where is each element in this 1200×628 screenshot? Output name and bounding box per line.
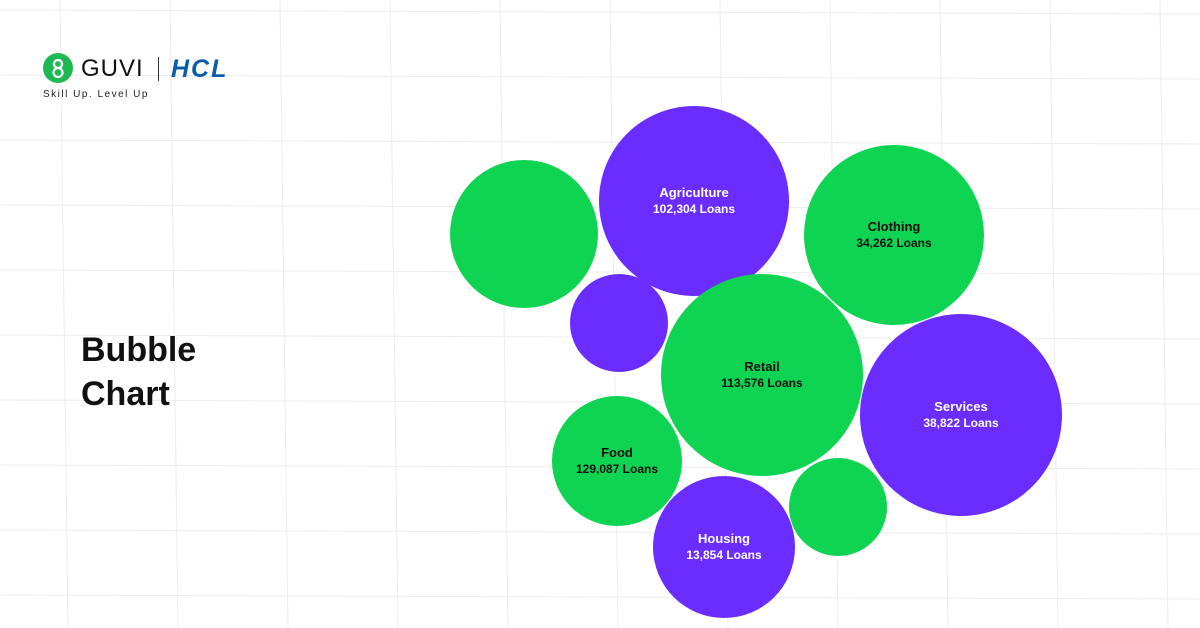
brand-tagline: Skill Up. Level Up (43, 89, 149, 100)
bubble-value-services: 38,822 Loans (923, 416, 999, 430)
bubble-value-agriculture: 102,304 Loans (653, 202, 735, 216)
bubble-value-clothing: 34,262 Loans (856, 236, 932, 250)
bubble-unlabeled-9 (789, 458, 887, 556)
bubble-value-retail: 113,576 Loans (721, 376, 803, 390)
page-title-line-1: Bubble (81, 331, 197, 369)
bubble-agriculture (599, 106, 789, 296)
bubble-label-retail: Retail (744, 359, 779, 374)
bubble-clothing (804, 145, 984, 325)
brand-divider (158, 57, 159, 81)
bubble-value-food: 129,087 Loans (576, 462, 658, 476)
guvi-logo-icon (43, 53, 73, 83)
bubble-label-housing: Housing (698, 531, 750, 546)
page-title-line-2: Chart (81, 375, 170, 413)
bubble-label-services: Services (934, 399, 988, 414)
bubble-label-agriculture: Agriculture (659, 185, 728, 200)
brand-logo: GUVI HCL Skill Up. Level Up (43, 53, 303, 103)
bubble-food (552, 396, 682, 526)
bubble-label-food: Food (601, 445, 633, 460)
bubble-label-clothing: Clothing (868, 219, 921, 234)
bubble-unlabeled-8 (570, 274, 668, 372)
bubble-retail (661, 274, 863, 476)
guvi-wordmark: GUVI (81, 55, 144, 82)
bubble-housing (653, 476, 795, 618)
hcl-wordmark: HCL (171, 55, 229, 83)
bubble-services (860, 314, 1062, 516)
bubble-value-housing: 13,854 Loans (686, 548, 762, 562)
bubble-unlabeled-7 (450, 160, 598, 308)
page-title: Bubble Chart (81, 328, 196, 416)
